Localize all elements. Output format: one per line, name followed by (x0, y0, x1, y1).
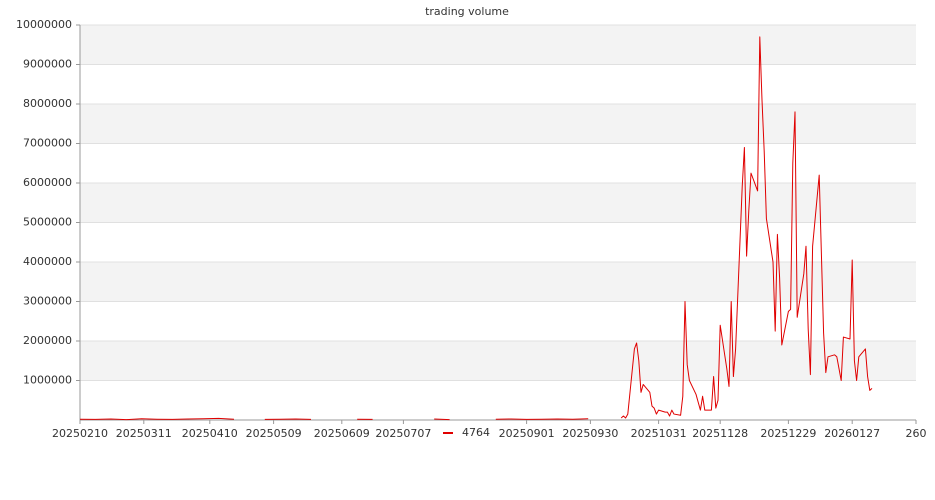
y-tick-label: 8000000 (23, 97, 72, 110)
x-tick-label: 20260127 (824, 427, 880, 440)
y-tick-label: 10000000 (16, 18, 72, 31)
x-tick-label: 260 (906, 427, 927, 440)
legend-label: 4764 (462, 426, 490, 439)
x-tick-label: 20250707 (375, 427, 431, 440)
grid-band (80, 25, 916, 65)
x-tick-label: 20251031 (631, 427, 687, 440)
y-tick-label: 3000000 (23, 295, 72, 308)
y-tick-label: 1000000 (23, 374, 72, 387)
y-tick-label: 7000000 (23, 137, 72, 150)
chart-title: trading volume (425, 5, 509, 18)
x-tick-label: 20250210 (52, 427, 108, 440)
y-tick-label: 2000000 (23, 334, 72, 347)
grid-band (80, 104, 916, 144)
x-tick-label: 20250901 (499, 427, 555, 440)
y-tick-label: 6000000 (23, 176, 72, 189)
y-tick-label: 5000000 (23, 216, 72, 229)
x-tick-label: 20250410 (182, 427, 238, 440)
grid-band (80, 341, 916, 381)
x-tick-label: 20250930 (562, 427, 618, 440)
x-tick-label: 20251128 (692, 427, 748, 440)
x-tick-label: 20250311 (116, 427, 172, 440)
legend-bg (439, 425, 495, 441)
x-tick-label: 20251229 (760, 427, 816, 440)
series-line (79, 36, 873, 421)
x-tick-label: 20250509 (246, 427, 302, 440)
x-tick-label: 20250609 (314, 427, 370, 440)
y-tick-label: 9000000 (23, 58, 72, 71)
y-tick-label: 4000000 (23, 255, 72, 268)
grid-band (80, 183, 916, 223)
